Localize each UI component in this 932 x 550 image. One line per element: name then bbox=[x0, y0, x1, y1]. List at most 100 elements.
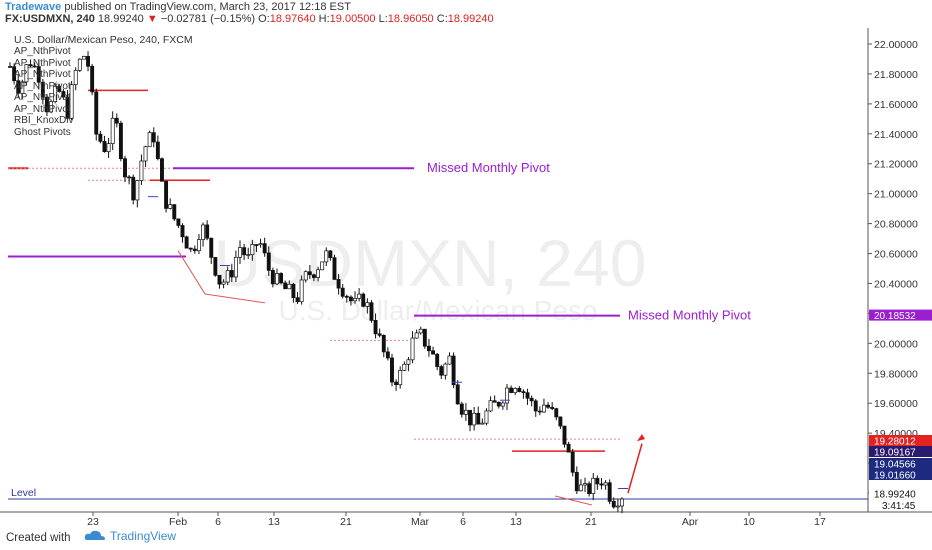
candle-body bbox=[373, 320, 378, 335]
candle-body bbox=[390, 357, 394, 383]
candle-body bbox=[451, 355, 456, 386]
level-label: Level bbox=[11, 487, 36, 499]
price-tick-label: 22.00000 bbox=[874, 39, 918, 51]
last-price: 18.99240 bbox=[97, 13, 144, 25]
indicator-item[interactable]: Ghost Pivots bbox=[14, 126, 71, 138]
price-tag: 19.04566 bbox=[874, 460, 916, 471]
candle-body bbox=[385, 351, 390, 359]
candle-body bbox=[615, 505, 620, 508]
indicator-item[interactable]: AP_NthPivot bbox=[14, 46, 71, 57]
time-tick-label: 6 bbox=[215, 516, 221, 526]
candle-body bbox=[118, 122, 123, 160]
candle-body bbox=[468, 409, 472, 426]
candle-body bbox=[246, 254, 251, 256]
candle-body bbox=[324, 250, 329, 263]
candle-body bbox=[496, 401, 501, 407]
candle-body bbox=[299, 279, 304, 303]
candle-body bbox=[402, 363, 407, 371]
candle-body bbox=[361, 293, 366, 307]
candle-body bbox=[332, 257, 337, 280]
candle-body bbox=[49, 101, 54, 113]
candle-body bbox=[476, 412, 481, 425]
publish-header: Tradewave published on TradingView.com, … bbox=[0, 0, 932, 26]
candle-body bbox=[90, 65, 95, 93]
divergence-line bbox=[177, 250, 206, 295]
candle-body bbox=[595, 477, 600, 485]
price-tick-label: 21.20000 bbox=[874, 159, 918, 171]
candles bbox=[8, 51, 624, 514]
candle-body bbox=[196, 239, 201, 252]
price-tag-bg bbox=[869, 458, 932, 469]
indicator-item[interactable]: AP_NthPivot bbox=[14, 80, 71, 92]
candle-body bbox=[620, 498, 624, 507]
candle-body bbox=[521, 391, 526, 394]
candle-body bbox=[591, 477, 596, 495]
candle-body bbox=[86, 56, 90, 67]
indicator-item[interactable]: AP_NthPivot bbox=[14, 92, 71, 103]
price-tick-label: 20.40000 bbox=[874, 278, 918, 290]
time-tick-label: 23 bbox=[87, 516, 99, 526]
candle-body bbox=[209, 237, 214, 258]
candle-body bbox=[381, 335, 386, 353]
price-tag-bg bbox=[869, 469, 932, 480]
candle-body bbox=[192, 248, 197, 252]
candle-body bbox=[295, 297, 300, 303]
close-value: 18.99240 bbox=[447, 13, 494, 25]
author-link[interactable]: Tradewave bbox=[5, 1, 62, 13]
indicator-item[interactable]: AP_NthPivot bbox=[14, 57, 71, 69]
watermark-symbol: USDMXN, 240 bbox=[214, 226, 647, 300]
price-tag-bg bbox=[869, 488, 932, 500]
footer: Created with TradingView bbox=[0, 527, 932, 550]
candle-body bbox=[307, 271, 312, 276]
candle-body bbox=[369, 302, 374, 321]
indicator-item[interactable]: AP_NthPivot bbox=[14, 69, 71, 80]
candle-body bbox=[353, 298, 357, 302]
price-tick-label: 21.40000 bbox=[874, 129, 918, 141]
candle-body bbox=[398, 370, 403, 386]
publish-line: Tradewave published on TradingView.com, … bbox=[5, 1, 351, 13]
candle-body bbox=[542, 404, 546, 413]
change-value: −0.02781 (−0.15%) bbox=[160, 13, 256, 25]
candle-body bbox=[611, 500, 616, 508]
price-tick-label: 20.80000 bbox=[874, 219, 918, 231]
candle-body bbox=[155, 141, 160, 159]
candle-body bbox=[455, 384, 460, 405]
open-value: 18.97640 bbox=[269, 13, 316, 25]
low-value: 18.96050 bbox=[387, 13, 434, 25]
candle-body bbox=[164, 180, 169, 209]
price-tag: 18.99240 bbox=[874, 490, 916, 501]
candle-body bbox=[213, 257, 218, 276]
price-tick-label: 21.00000 bbox=[874, 189, 918, 201]
price-tag-bg bbox=[869, 446, 932, 457]
time-tick-label: Feb bbox=[169, 516, 187, 526]
candle-body bbox=[188, 247, 193, 250]
candle-body bbox=[20, 81, 25, 94]
candle-body bbox=[266, 252, 271, 271]
candle-body bbox=[123, 158, 127, 178]
candle-body bbox=[509, 387, 514, 393]
indicator-item[interactable]: AP_NthPivot bbox=[14, 103, 71, 115]
price-tag: 19.09167 bbox=[874, 448, 916, 459]
candle-body bbox=[328, 250, 333, 258]
price-tick-label: 20.60000 bbox=[874, 249, 918, 261]
indicator-item[interactable]: RBI_KnoxDiv bbox=[14, 115, 74, 126]
candle-body bbox=[394, 381, 399, 386]
candle-body bbox=[254, 244, 259, 246]
candle-body bbox=[303, 271, 308, 281]
candle-body bbox=[45, 96, 49, 113]
candle-body bbox=[36, 66, 41, 83]
candle-body bbox=[242, 247, 247, 256]
candle-body bbox=[69, 84, 74, 119]
candle-body bbox=[480, 422, 485, 425]
tradingview-brand[interactable]: TradingView bbox=[84, 529, 176, 543]
candle-body bbox=[537, 410, 542, 413]
candle-body bbox=[258, 243, 263, 246]
candle-body bbox=[377, 333, 382, 336]
tradingview-cloud-icon bbox=[84, 530, 105, 540]
candle-body bbox=[102, 141, 107, 153]
time-tick-label: 21 bbox=[340, 516, 352, 526]
candle-body bbox=[143, 146, 148, 162]
candle-body bbox=[8, 66, 12, 68]
candle-body bbox=[566, 443, 571, 453]
